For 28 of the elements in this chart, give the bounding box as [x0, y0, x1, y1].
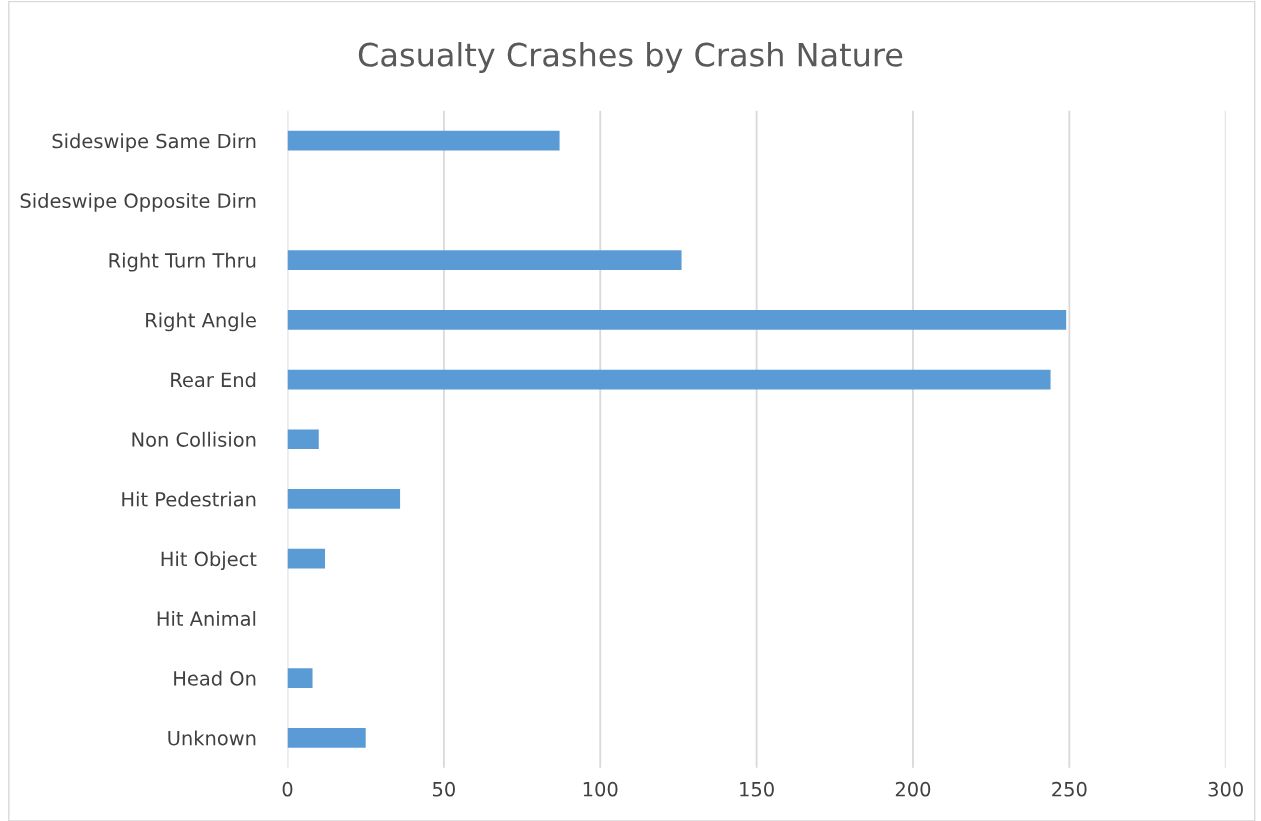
y-tick-label: Hit Animal	[157, 610, 256, 627]
x-tick-label: 300	[1208, 781, 1243, 797]
bar	[287, 130, 560, 151]
bar	[287, 727, 366, 748]
y-tick-label: Unknown	[168, 730, 256, 746]
bar	[287, 309, 1067, 330]
x-tick-label: 200	[895, 781, 931, 797]
y-tick-label: Rear End	[171, 372, 256, 388]
bar	[287, 250, 682, 270]
bar	[287, 429, 319, 450]
y-tick-label: Hit Pedestrian	[122, 491, 256, 507]
x-tick-label: 150	[740, 781, 774, 797]
x-tick-label: 100	[583, 781, 618, 797]
bar	[287, 489, 401, 509]
bar	[287, 548, 326, 569]
y-tick-label: Right Turn Thru	[109, 252, 256, 272]
x-tick-label: 50	[433, 781, 455, 797]
y-tick-label: Sideswipe Opposite Dirn	[20, 193, 256, 212]
y-tick-label: Right Angle	[146, 312, 256, 332]
y-tick-label: Head On	[174, 670, 256, 686]
y-tick-label: Hit Object	[161, 551, 257, 571]
chart-title: Casualty Crashes by Crash Nature	[358, 42, 903, 73]
x-tick-label: 250	[1052, 781, 1087, 797]
x-tick-label: 0	[282, 781, 293, 797]
y-tick-label: Sideswipe Same Dirn	[52, 133, 256, 153]
bar	[287, 668, 313, 688]
bar	[287, 369, 1051, 390]
y-tick-label: Non Collision	[132, 431, 256, 447]
